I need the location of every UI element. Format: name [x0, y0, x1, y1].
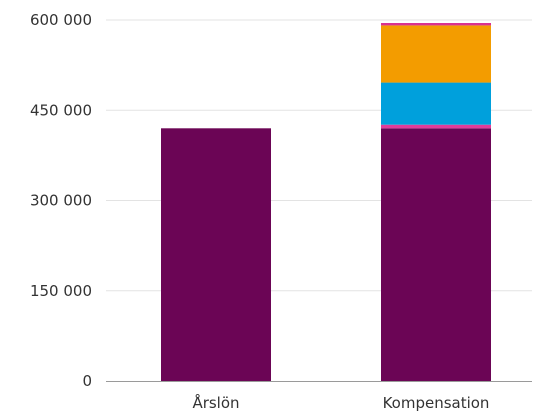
- x-axis-category-labels: Årslön Kompensation: [192, 393, 489, 412]
- y-tick-label: 600 000: [30, 11, 92, 29]
- y-tick-label: 0: [82, 372, 92, 390]
- bar-segment[interactable]: [381, 25, 491, 83]
- bars: [161, 23, 491, 381]
- y-tick-label: 450 000: [30, 101, 92, 119]
- x-category-label: Kompensation: [383, 394, 490, 412]
- bar-segment[interactable]: [381, 82, 491, 125]
- x-category-label: Årslön: [192, 393, 239, 412]
- bar-segment[interactable]: [161, 128, 271, 381]
- bar-segment[interactable]: [381, 128, 491, 381]
- y-axis-tick-labels: 0 150 000 300 000 450 000 600 000: [30, 11, 92, 390]
- y-tick-label: 300 000: [30, 192, 92, 210]
- y-tick-label: 150 000: [30, 282, 92, 300]
- bar-segment[interactable]: [381, 124, 491, 129]
- bar-segment[interactable]: [381, 23, 491, 26]
